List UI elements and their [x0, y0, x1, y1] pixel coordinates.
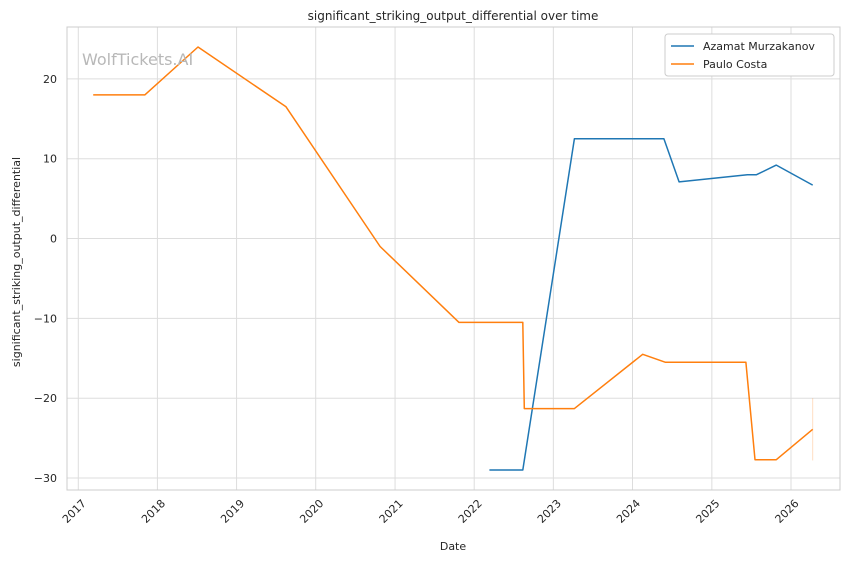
legend-label-paulo-costa: Paulo Costa: [703, 58, 767, 71]
watermark: WolfTickets.AI: [82, 50, 193, 69]
chart-title: significant_striking_output_differential…: [308, 9, 599, 23]
series-line-paulo-costa: [93, 46, 814, 461]
y-tick-labels: −30 −20 −10 0 10 20: [34, 73, 57, 485]
y-tick-label: −10: [34, 312, 57, 325]
y-tick-label: −20: [34, 392, 57, 405]
legend-label-azamat-murzakanov: Azamat Murzakanov: [703, 40, 815, 53]
x-axis-label: Date: [440, 540, 467, 553]
legend-box: [664, 33, 835, 77]
y-tick-label: 10: [43, 153, 57, 166]
plot-frame: [66, 26, 841, 491]
x-gridlines: [77, 27, 792, 490]
y-gridlines: [67, 78, 840, 479]
series-line-azamat-murzakanov: [489, 138, 814, 471]
y-tick-label: 20: [43, 73, 57, 86]
legend: Azamat Murzakanov Paulo Costa: [664, 33, 835, 77]
y-tick-label: 0: [50, 233, 57, 246]
y-tick-label: −30: [34, 472, 57, 485]
y-axis-label: significant_striking_output_differential: [10, 157, 23, 367]
series-layer: [93, 46, 814, 471]
